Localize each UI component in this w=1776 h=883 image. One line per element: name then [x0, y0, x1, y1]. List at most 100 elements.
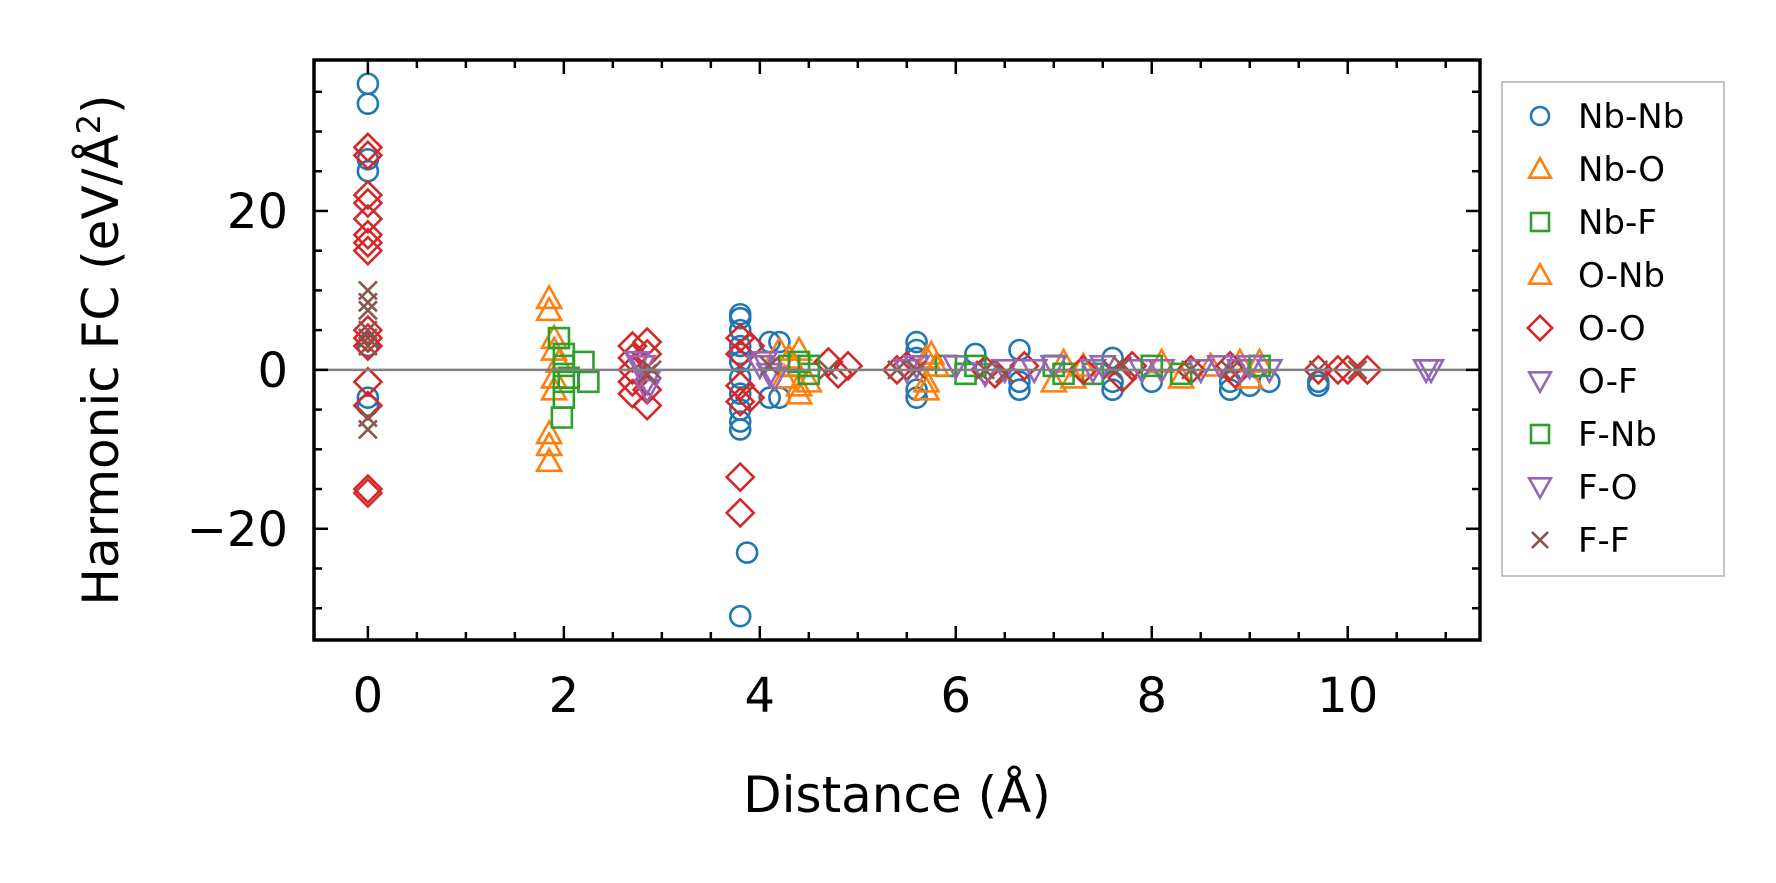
y-axis-label-end: ) [72, 94, 130, 114]
data-point [547, 326, 571, 350]
data-point [881, 354, 913, 386]
plot-frame [312, 58, 1482, 642]
data-marks [352, 72, 1446, 628]
data-point [1101, 346, 1124, 370]
legend-label: Nb-Nb [1578, 97, 1684, 137]
series-o-o [352, 132, 1383, 529]
data-point [724, 370, 756, 402]
data-point [728, 604, 752, 628]
data-point [1052, 362, 1075, 386]
x-tick-label: 2 [549, 668, 580, 724]
data-point [357, 320, 378, 341]
legend-label: O-Nb [1578, 256, 1665, 296]
data-point [994, 363, 1015, 384]
data-point [534, 430, 564, 457]
data-point [534, 283, 564, 310]
data-point [632, 378, 662, 405]
data-point [356, 92, 380, 115]
series-f-nb [787, 350, 1271, 386]
legend-marker [1526, 261, 1554, 285]
y-tick-label: −20 [187, 502, 288, 558]
legend-marker [1526, 371, 1554, 395]
data-point [352, 140, 384, 171]
data-point [352, 132, 384, 163]
data-point [352, 366, 384, 398]
data-point [728, 418, 752, 441]
data-point [1322, 354, 1354, 386]
legend-marker [1529, 423, 1551, 445]
data-point [912, 367, 941, 393]
data-point [728, 410, 752, 433]
data-point [759, 355, 780, 376]
x-tick-label: 10 [1317, 668, 1378, 724]
data-point [1008, 370, 1031, 394]
data-point [964, 354, 987, 378]
data-point [1235, 354, 1264, 381]
data-point [1169, 362, 1193, 386]
legend-label: F-Nb [1578, 415, 1657, 455]
y-axis-label-sup: 2 [70, 114, 108, 134]
data-point [352, 187, 384, 219]
data-point [552, 370, 576, 394]
legend-label: Nb-F [1578, 203, 1657, 243]
legend-label: Nb-O [1578, 150, 1665, 190]
legend-marker [1529, 105, 1551, 127]
data-point [724, 461, 756, 493]
data-point [734, 382, 766, 414]
data-point [357, 292, 378, 313]
data-point [356, 159, 380, 183]
data-point [728, 382, 752, 405]
data-point [905, 330, 928, 354]
y-axis-label-main: Harmonic FC (eV/Å [72, 134, 130, 605]
data-point [1351, 354, 1383, 386]
data-point [352, 322, 384, 354]
data-point [728, 306, 752, 330]
data-point [1039, 367, 1068, 393]
legend-marker [1530, 530, 1550, 550]
data-point [902, 354, 931, 381]
legend-marker [1526, 155, 1554, 179]
data-point [352, 179, 384, 211]
x-tick-label: 8 [1136, 668, 1167, 724]
data-point [1039, 354, 1068, 381]
y-axis-label: Harmonic FC (eV/Å2) [70, 94, 130, 605]
data-point [356, 334, 380, 358]
data-point [357, 300, 378, 321]
data-point [724, 386, 756, 417]
data-point [1140, 354, 1164, 378]
data-point [550, 406, 574, 429]
data-point [352, 473, 384, 505]
axis-ticks: 0 2 4 6 8 10 −20 0 20 [187, 60, 1480, 724]
data-point [623, 351, 652, 377]
data-point [728, 334, 752, 358]
data-point [357, 336, 378, 356]
data-point [768, 330, 791, 354]
x-tick-label: 0 [353, 668, 384, 724]
data-point [794, 367, 824, 393]
data-point [352, 314, 384, 346]
legend-marker [1529, 211, 1551, 233]
legend-label: O-O [1578, 309, 1646, 349]
data-point [832, 350, 864, 382]
x-tick-label: 6 [941, 668, 972, 724]
data-point [534, 418, 564, 445]
data-point [797, 354, 821, 378]
data-point [1166, 363, 1196, 389]
data-point [941, 354, 970, 381]
legend-marker [1526, 314, 1554, 342]
data-point [760, 366, 789, 393]
series-nb-nb [356, 72, 1330, 628]
data-point [912, 375, 941, 401]
data-point [1307, 374, 1330, 398]
data-point [352, 330, 384, 362]
data-point [724, 497, 756, 529]
data-point [735, 541, 759, 564]
legend-label: F-O [1578, 468, 1638, 508]
data-point [631, 390, 663, 421]
legend-marker [1526, 477, 1554, 501]
data-point [1008, 338, 1031, 362]
data-point [356, 386, 380, 409]
data-point [352, 219, 384, 251]
data-point [1008, 378, 1031, 402]
